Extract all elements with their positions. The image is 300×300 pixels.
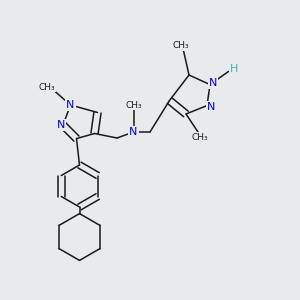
- Text: N: N: [129, 127, 138, 137]
- Text: N: N: [206, 102, 215, 112]
- Text: N: N: [66, 100, 75, 110]
- Text: CH₃: CH₃: [125, 100, 142, 109]
- Text: CH₃: CH₃: [38, 82, 55, 91]
- Text: CH₃: CH₃: [191, 133, 208, 142]
- Text: CH₃: CH₃: [173, 41, 190, 50]
- Text: N: N: [56, 120, 65, 130]
- Text: N: N: [209, 78, 217, 88]
- Text: H: H: [230, 64, 238, 74]
